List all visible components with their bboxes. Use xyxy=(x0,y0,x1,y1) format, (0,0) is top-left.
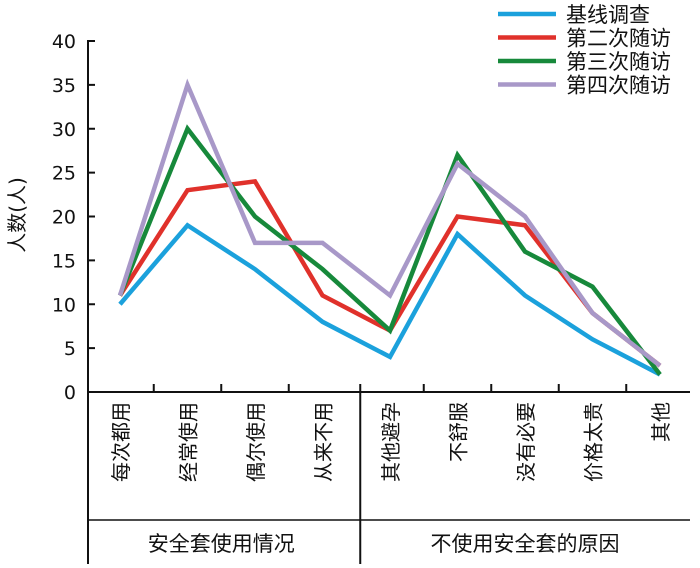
x-tick-label: 每次都用 xyxy=(109,402,133,482)
legend-label: 基线调查 xyxy=(566,3,650,27)
x-tick-label: 其他 xyxy=(649,402,673,442)
series-line-2 xyxy=(120,181,660,365)
y-tick-label: 10 xyxy=(52,294,76,316)
y-tick-label: 35 xyxy=(52,75,76,97)
x-tick-label: 偶尔使用 xyxy=(244,402,268,482)
y-tick-label: 40 xyxy=(52,31,76,53)
legend-label: 第四次随访 xyxy=(566,74,671,98)
y-axis-label: 人数(人) xyxy=(5,177,29,253)
group-label: 安全套使用情况 xyxy=(148,532,295,556)
x-tick-label: 从来不用 xyxy=(312,402,336,482)
x-tick-label: 经常使用 xyxy=(177,402,201,482)
series-line-3 xyxy=(120,129,660,375)
legend-label: 第三次随访 xyxy=(566,50,671,74)
series-line-1 xyxy=(120,225,660,374)
y-tick-label: 30 xyxy=(52,119,76,141)
y-tick-label: 25 xyxy=(52,163,76,185)
x-tick-label: 不舒服 xyxy=(447,402,471,462)
x-tick-label: 没有必要 xyxy=(514,402,538,482)
y-tick-label: 5 xyxy=(64,338,76,360)
legend-label: 第二次随访 xyxy=(566,27,671,51)
group-label: 不使用安全套的原因 xyxy=(431,532,620,556)
y-tick-label: 15 xyxy=(52,250,76,272)
y-tick-label: 0 xyxy=(64,382,76,404)
x-tick-label: 其他避孕 xyxy=(379,402,403,482)
x-tick-label: 价格太贵 xyxy=(582,402,606,482)
y-tick-label: 20 xyxy=(52,207,76,229)
series-line-4 xyxy=(120,85,660,366)
